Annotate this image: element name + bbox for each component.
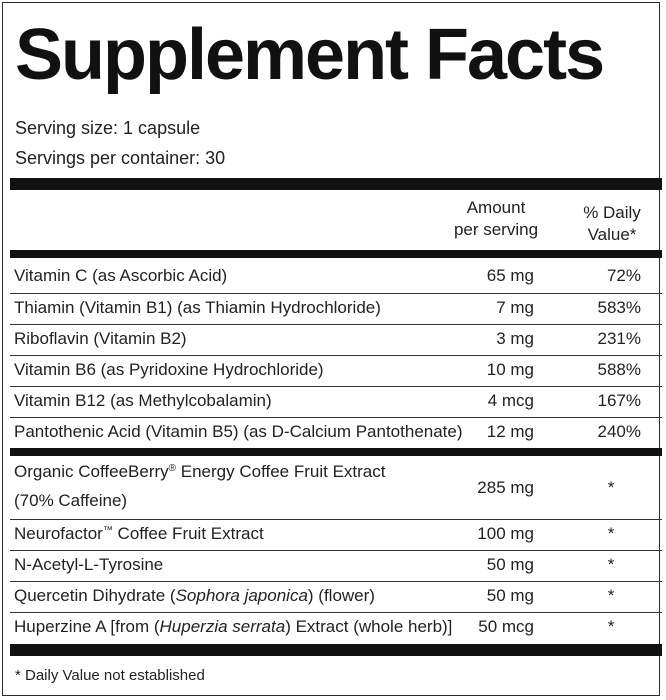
- amount-header-line1: Amount: [466, 198, 526, 217]
- nutrient-name: Riboflavin (Vitamin B2): [14, 329, 187, 348]
- row-divider: [10, 519, 662, 520]
- nutrient-amount: 3 mg: [496, 329, 534, 348]
- row-divider: [10, 612, 662, 613]
- ingredient-daily-value: *: [607, 586, 615, 605]
- nutrient-daily-value: 167%: [597, 391, 641, 410]
- divider-below-header: [10, 250, 662, 258]
- nutrient-name: Vitamin B6 (as Pyridoxine Hydrochloride): [14, 360, 324, 379]
- ingredient-daily-value: *: [607, 555, 615, 574]
- nutrient-name: Vitamin C (as Ascorbic Acid): [14, 266, 228, 285]
- nutrient-daily-value: 583%: [597, 298, 641, 317]
- supplement-facts-panel: Supplement Facts: [2, 2, 660, 696]
- ingredient-daily-value: *: [607, 478, 615, 497]
- ingredient-daily-value: *: [607, 524, 615, 543]
- row-divider: [10, 581, 662, 582]
- ingredient-name: Huperzine A [from (Huperzia serrata) Ext…: [14, 617, 453, 636]
- ingredient-amount: 50 mg: [486, 586, 534, 605]
- registered-mark: ®: [168, 463, 177, 474]
- nutrient-amount: 4 mcg: [487, 391, 534, 410]
- nutrient-daily-value: 588%: [597, 360, 641, 379]
- nutrient-daily-value: 72%: [606, 266, 641, 285]
- ingredient-name: Quercetin Dihydrate (Sophora japonica) (…: [14, 586, 375, 605]
- dv-header-line2: Value*: [587, 225, 637, 244]
- nutrient-name: Pantothenic Acid (Vitamin B5) (as D-Calc…: [14, 422, 463, 441]
- thick-divider-top: [10, 178, 662, 190]
- amount-per-serving-header: Amount per serving: [448, 197, 544, 241]
- nutrient-amount: 7 mg: [496, 298, 534, 317]
- divider-below-vitamins: [10, 448, 662, 456]
- row-divider: [10, 293, 662, 294]
- thick-divider-bottom: [10, 644, 662, 656]
- footnote: * Daily Value not established: [15, 667, 205, 684]
- panel-title: Supplement Facts: [15, 15, 605, 95]
- ingredient-amount: 50 mg: [486, 555, 534, 574]
- ingredient-amount: 285 mg: [477, 478, 534, 497]
- nutrient-daily-value: 231%: [597, 329, 641, 348]
- ingredient-row: Organic CoffeeBerry® Energy Coffee Fruit…: [10, 462, 662, 518]
- ingredient-name-line2: (70% Caffeine): [14, 491, 128, 510]
- nutrient-name: Vitamin B12 (as Methylcobalamin): [14, 391, 272, 410]
- nutrient-daily-value: 240%: [597, 422, 641, 441]
- daily-value-header: % Daily Value*: [572, 202, 652, 246]
- row-divider: [10, 386, 662, 387]
- trademark-mark: ™: [102, 525, 113, 536]
- nutrient-amount: 10 mg: [486, 360, 534, 379]
- ingredient-daily-value: *: [607, 617, 615, 636]
- ingredient-amount: 100 mg: [477, 524, 534, 543]
- dv-header-line1: % Daily: [583, 203, 641, 222]
- nutrient-amount: 65 mg: [486, 266, 534, 285]
- amount-header-line2: per serving: [453, 220, 539, 239]
- ingredient-name: Organic CoffeeBerry® Energy Coffee Fruit…: [14, 462, 386, 481]
- row-divider: [10, 355, 662, 356]
- row-divider: [10, 324, 662, 325]
- ingredient-name: N-Acetyl-L-Tyrosine: [14, 555, 164, 574]
- nutrient-amount: 12 mg: [486, 422, 534, 441]
- ingredient-amount: 50 mcg: [478, 617, 534, 636]
- servings-per-container: Servings per container: 30: [15, 148, 226, 168]
- nutrient-name: Thiamin (Vitamin B1) (as Thiamin Hydroch…: [14, 298, 381, 317]
- row-divider: [10, 417, 662, 418]
- ingredient-name: Neurofactor™ Coffee Fruit Extract: [14, 524, 264, 543]
- serving-size: Serving size: 1 capsule: [15, 118, 201, 138]
- row-divider: [10, 550, 662, 551]
